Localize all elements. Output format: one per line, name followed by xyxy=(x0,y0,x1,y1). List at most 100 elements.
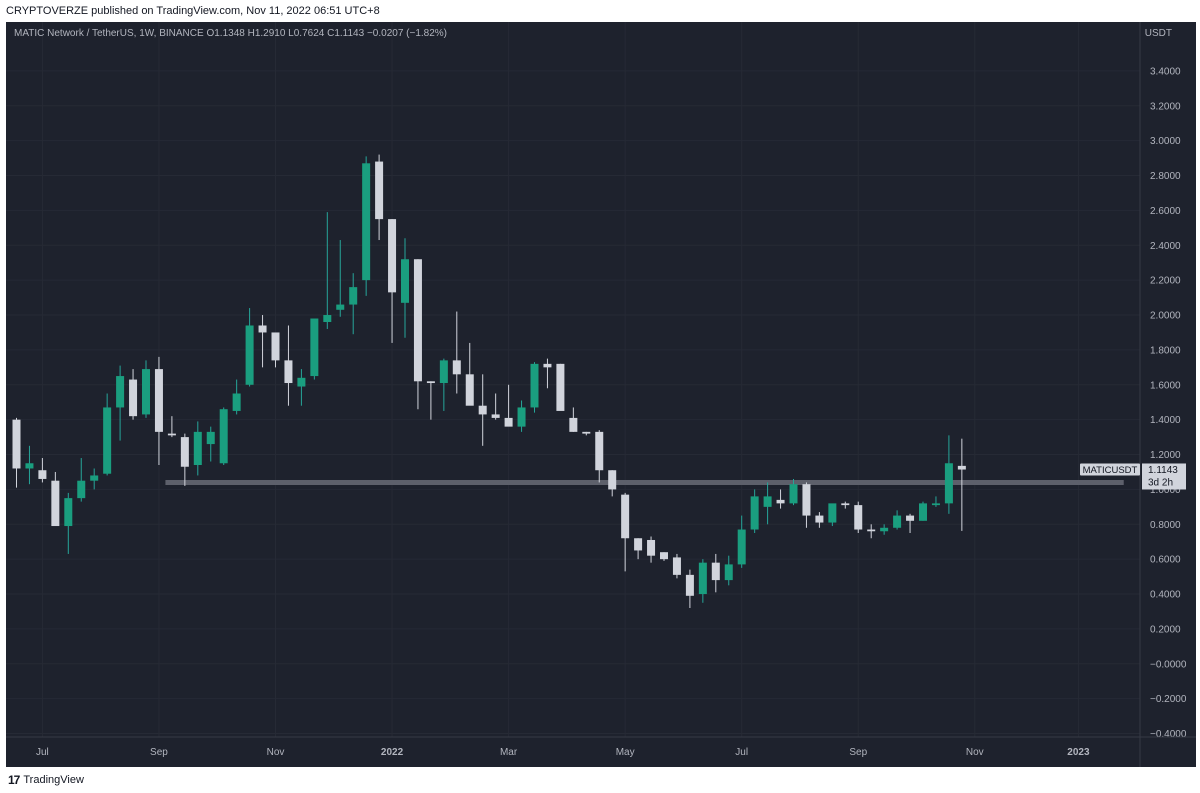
y-tick-label: 3.4000 xyxy=(1150,66,1181,77)
candle-body xyxy=(672,557,681,575)
candle-body xyxy=(271,332,280,361)
candle-body xyxy=(867,529,876,532)
candle-body xyxy=(880,527,889,532)
candle-body xyxy=(219,409,228,464)
last-price-value: 1.1143 xyxy=(1148,465,1178,476)
publisher-bar: CRYPTOVERZE published on TradingView.com… xyxy=(0,0,1200,22)
y-tick-label: 0.6000 xyxy=(1150,555,1181,566)
x-tick-label: Sep xyxy=(150,747,168,758)
candle-body xyxy=(180,437,189,467)
candle-body xyxy=(297,377,306,387)
candle-body xyxy=(763,496,772,507)
x-tick-label: Nov xyxy=(966,747,984,758)
footer-bar: 17 TradingView xyxy=(0,767,1200,793)
x-tick-label: 2023 xyxy=(1067,747,1090,758)
publisher-line: CRYPTOVERZE published on TradingView.com… xyxy=(6,5,380,17)
candle-body xyxy=(608,470,617,490)
candle-body xyxy=(776,499,785,504)
candle-body xyxy=(906,515,915,521)
candle-body xyxy=(362,163,371,281)
chart-frame[interactable]: 3.4000 3.2000 3.0000 2.8000 2.6000 2.4000 2.20… xyxy=(6,22,1196,767)
chart-background xyxy=(6,22,1196,767)
candle-body xyxy=(154,369,163,432)
candle-body xyxy=(103,407,112,474)
candle-body xyxy=(685,574,694,596)
symbol-info-line: MATIC Network / TetherUS, 1W, BINANCE O1… xyxy=(14,28,448,39)
candle-body xyxy=(90,475,99,481)
candle-body xyxy=(517,407,526,427)
price-unit-label: USDT xyxy=(1144,28,1172,39)
y-tick-label: 2.2000 xyxy=(1150,276,1181,287)
candle-body xyxy=(802,484,811,516)
candle-body xyxy=(465,374,474,406)
candle-body xyxy=(634,538,643,551)
x-tick-label: Nov xyxy=(267,747,285,758)
candle-body xyxy=(426,381,435,384)
y-tick-label: 1.2000 xyxy=(1150,450,1181,461)
candle-body xyxy=(957,465,966,470)
y-tick-label: 2.0000 xyxy=(1150,311,1181,322)
candle-body xyxy=(841,503,850,506)
x-tick-label: May xyxy=(616,747,635,758)
y-tick-label: 3.2000 xyxy=(1150,101,1181,112)
y-tick-label: 1.8000 xyxy=(1150,345,1181,356)
candle-body xyxy=(530,363,539,408)
candle-body xyxy=(193,431,202,465)
x-tick-label: Mar xyxy=(500,747,518,758)
candle-body xyxy=(893,515,902,528)
candle-body xyxy=(724,564,733,581)
candle-body xyxy=(12,419,21,469)
candle-body xyxy=(828,503,837,523)
symbol-tag-label: MATICUSDT xyxy=(1083,465,1138,476)
x-tick-label: Sep xyxy=(849,747,867,758)
candle-body xyxy=(38,470,47,479)
candle-body xyxy=(375,161,384,220)
tradingview-logo[interactable]: 17 TradingView xyxy=(8,773,84,787)
candle-body xyxy=(401,259,409,303)
candle-body xyxy=(647,539,656,556)
candle-body xyxy=(452,360,461,375)
candle-body xyxy=(413,259,422,382)
candle-body xyxy=(349,287,358,305)
candle-body xyxy=(258,325,267,333)
candle-body xyxy=(556,363,565,411)
candle-body xyxy=(336,304,345,310)
candle-body xyxy=(64,498,73,527)
candle-body xyxy=(919,503,927,521)
y-tick-label: 1.6000 xyxy=(1150,380,1181,391)
candle-body xyxy=(478,405,487,415)
x-tick-label: 2022 xyxy=(381,747,404,758)
symbol-tag-bg xyxy=(1080,463,1140,476)
candle-body xyxy=(737,529,746,565)
y-tick-label: 3.0000 xyxy=(1150,136,1181,147)
candle-body xyxy=(750,496,759,530)
y-tick-label: 2.8000 xyxy=(1150,171,1181,182)
y-tick-label: 2.4000 xyxy=(1150,241,1181,252)
y-tick-label: 1.4000 xyxy=(1150,415,1181,426)
candle-body xyxy=(491,414,500,418)
tradingview-brand-text: TradingView xyxy=(23,774,84,786)
candle-body xyxy=(167,433,176,436)
y-tick-label: −0.4000 xyxy=(1150,729,1187,740)
candle-body xyxy=(660,552,668,560)
candle-body xyxy=(931,503,940,506)
candlestick-chart[interactable]: 3.4000 3.2000 3.0000 2.8000 2.6000 2.4000 2.20… xyxy=(6,22,1196,767)
x-tick-label: Jul xyxy=(735,747,748,758)
candle-body xyxy=(129,379,138,417)
candle-body xyxy=(284,360,293,384)
y-tick-label: 0.2000 xyxy=(1150,624,1181,635)
candle-body xyxy=(711,562,720,581)
candle-body xyxy=(595,431,604,471)
candle-body xyxy=(815,515,824,523)
y-tick-label: −0.0000 xyxy=(1150,659,1187,670)
y-tick-label: 0.8000 xyxy=(1150,520,1181,531)
candle-body xyxy=(789,484,798,504)
candle-body xyxy=(232,393,241,411)
candle-body xyxy=(582,431,591,434)
candle-body xyxy=(51,480,60,527)
y-tick-label: −0.2000 xyxy=(1150,694,1187,705)
candle-body xyxy=(25,463,34,469)
x-tick-label: Jul xyxy=(36,747,49,758)
candle-body xyxy=(621,494,630,539)
y-tick-label: 2.6000 xyxy=(1150,206,1181,217)
